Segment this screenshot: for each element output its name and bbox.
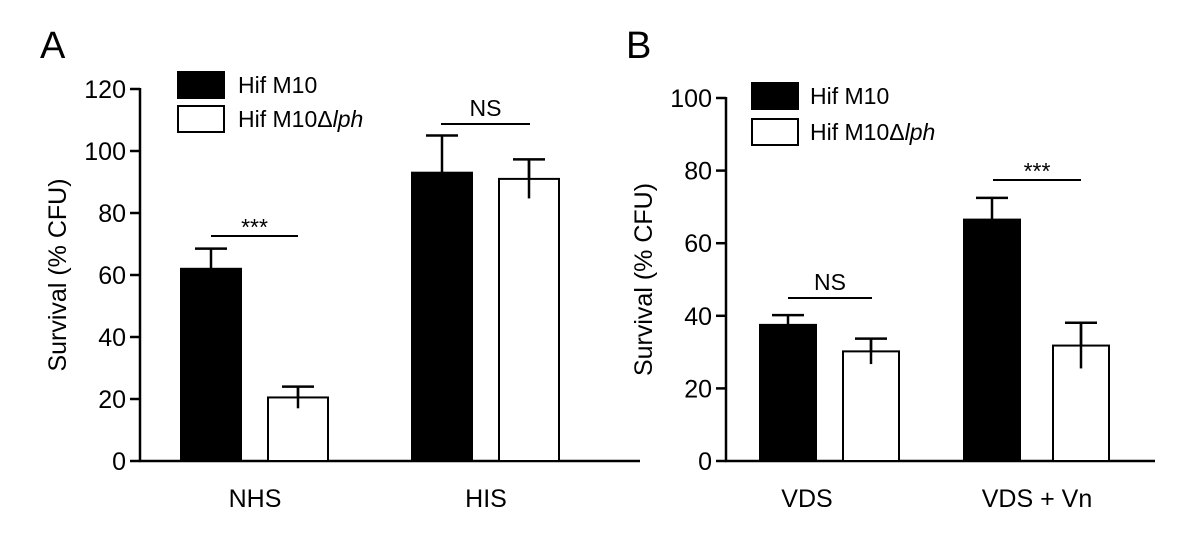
y-tick-label: 60 — [684, 230, 712, 258]
significance-label: *** — [241, 214, 268, 240]
y-tick-label: 0 — [112, 448, 126, 476]
x-category-label: HIS — [465, 485, 507, 513]
y-tick-label: 0 — [698, 448, 712, 476]
y-tick-label: 20 — [98, 386, 126, 414]
panel-letter: B — [626, 25, 651, 67]
x-category-label: NHS — [229, 485, 282, 513]
bar — [963, 218, 1021, 462]
legend-label: Hif M10 — [810, 83, 889, 109]
y-axis-label: Survival (% CFU) — [44, 178, 72, 371]
bar — [267, 396, 329, 463]
bar — [411, 171, 473, 462]
legend-label: Hif M10 — [238, 72, 317, 98]
significance-label: NS — [470, 95, 502, 121]
legend-swatch — [751, 118, 799, 146]
y-tick-label: 60 — [98, 262, 126, 290]
legend-swatch — [177, 71, 225, 99]
y-tick-label: 40 — [684, 303, 712, 331]
panel-b: B 0 20 40 60 80 100 Survival (% CFU) VDS VDS + Vn… — [626, 25, 1155, 513]
x-category-label: VDS — [781, 485, 832, 513]
y-tick-label: 100 — [84, 138, 126, 166]
bar — [842, 350, 900, 462]
legend-label: Hif M10Δlph — [238, 106, 363, 132]
panel-letter: A — [40, 25, 66, 67]
bar — [180, 267, 242, 462]
legend-swatch — [751, 82, 799, 110]
y-tick-label: 40 — [98, 324, 126, 352]
y-tick-label: 80 — [684, 158, 712, 186]
y-tick-label: 80 — [98, 200, 126, 228]
panel-a: A 0 20 40 60 80 100 120 Survival (% CFU) NHS HIS **… — [40, 25, 640, 513]
bar — [759, 323, 817, 462]
significance-label: NS — [814, 269, 846, 295]
legend-label: Hif M10Δlph — [810, 119, 935, 145]
significance-label: *** — [1024, 158, 1051, 184]
legend-swatch — [177, 105, 225, 133]
y-axis-label: Survival (% CFU) — [630, 183, 658, 376]
x-category-label: VDS + Vn — [982, 485, 1092, 513]
bar — [498, 177, 560, 462]
y-tick-label: 120 — [84, 76, 126, 104]
y-tick-label: 20 — [684, 375, 712, 403]
y-tick-label: 100 — [670, 85, 712, 113]
